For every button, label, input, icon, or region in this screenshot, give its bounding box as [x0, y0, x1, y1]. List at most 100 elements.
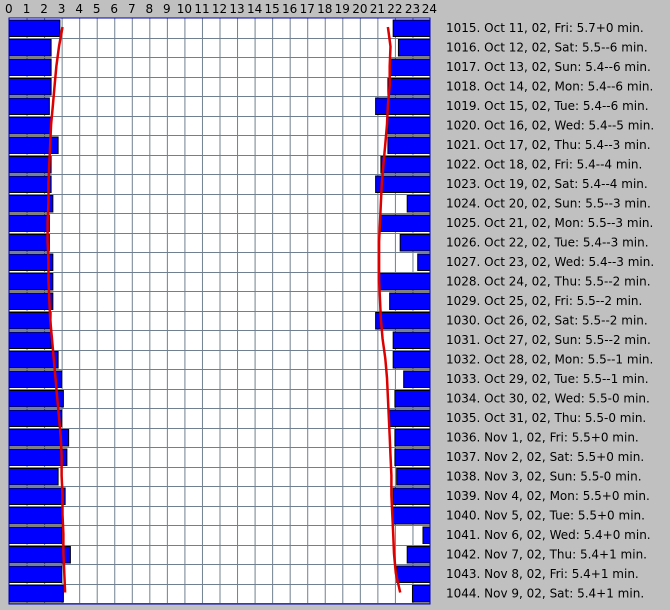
- row-label: 1044. Nov 9, 02, Sat: 5.4+1 min.: [446, 587, 644, 601]
- row-label: 1037. Nov 2, 02, Sat: 5.5+0 min.: [446, 450, 644, 464]
- x-tick-label: 9: [163, 2, 171, 16]
- sleep-bar-morning: [8, 156, 52, 174]
- x-tick-label: 21: [370, 2, 385, 16]
- row-label: 1035. Oct 31, 02, Thu: 5.5-0 min.: [446, 411, 646, 425]
- sleep-bar-evening: [387, 78, 431, 96]
- x-tick-label: 14: [247, 2, 262, 16]
- row-label: 1017. Oct 13, 02, Sun: 5.4--6 min.: [446, 60, 651, 74]
- sleep-bar-evening: [380, 214, 431, 232]
- sleep-bar-morning: [8, 448, 68, 466]
- sleep-bar-evening: [392, 507, 431, 525]
- plot-border: [8, 17, 431, 605]
- sleep-bar-morning: [8, 78, 52, 96]
- sleep-bar-morning: [8, 292, 54, 310]
- sleep-bar-morning: [8, 409, 63, 427]
- row-label: 1015. Oct 11, 02, Fri: 5.7+0 min.: [446, 21, 644, 35]
- sleep-bar-morning: [8, 351, 59, 369]
- row-label: 1019. Oct 15, 02, Tue: 5.4--6 min.: [446, 99, 649, 113]
- row-label: 1033. Oct 29, 02, Tue: 5.5--1 min.: [446, 372, 649, 386]
- trend-curves: [46, 26, 402, 593]
- sleep-bar-morning: [8, 234, 50, 252]
- row-label: 1024. Oct 20, 02, Sun: 5.5--3 min.: [446, 197, 651, 211]
- sleep-bar-evening: [378, 273, 431, 291]
- x-tick-label: 24: [422, 2, 437, 16]
- sleep-bar-evening: [406, 195, 431, 213]
- sleep-bar-morning: [8, 175, 52, 193]
- x-tick-label: 6: [110, 2, 118, 16]
- sleep-bar-morning: [8, 39, 52, 57]
- sleep-bar-morning: [8, 195, 54, 213]
- row-label: 1036. Nov 1, 02, Fri: 5.5+0 min.: [446, 431, 639, 445]
- x-tick-label: 4: [75, 2, 83, 16]
- row-label: 1026. Oct 22, 02, Tue: 5.4--3 min.: [446, 236, 649, 250]
- x-tick-label: 3: [58, 2, 66, 16]
- sleep-bar-morning: [8, 312, 52, 330]
- row-label: 1041. Nov 6, 02, Wed: 5.4+0 min.: [446, 528, 651, 542]
- sleep-bar-evening: [387, 136, 431, 154]
- sleep-bar-morning: [8, 526, 63, 544]
- sleep-bar-evening: [392, 331, 431, 349]
- sleep-bar-morning: [8, 273, 54, 291]
- sleep-bar-evening: [394, 448, 431, 466]
- sleep-bar-morning: [8, 507, 63, 525]
- sleep-bar-evening: [417, 253, 431, 271]
- x-tick-label: 23: [405, 2, 420, 16]
- x-tick-label: 13: [229, 2, 244, 16]
- sleep-bar-evening: [394, 390, 431, 408]
- row-label: 1022. Oct 18, 02, Fri: 5.4--4 min.: [446, 158, 642, 172]
- x-tick-label: 18: [317, 2, 332, 16]
- x-tick-label: 8: [146, 2, 154, 16]
- x-tick-label: 1: [23, 2, 31, 16]
- sleep-bar-morning: [8, 468, 59, 486]
- x-tick-label: 20: [352, 2, 367, 16]
- sleep-bar-morning: [8, 565, 63, 583]
- sleep-bar-evening: [422, 526, 431, 544]
- sleep-bar-evening: [380, 156, 431, 174]
- row-label: 1034. Oct 30, 02, Wed: 5.5-0 min.: [446, 392, 650, 406]
- row-label: 1028. Oct 24, 02, Thu: 5.5--2 min.: [446, 275, 651, 289]
- sleep-bar-morning: [8, 58, 52, 76]
- x-axis-tick-labels: 0 1 2 3 4 5 6 7 8 9 10 11 12 13 14 15 16 17 18 19 20 21 22 23 24: [5, 2, 437, 16]
- sleep-bar-evening: [396, 468, 431, 486]
- x-tick-label: 10: [177, 2, 192, 16]
- x-tick-label: 2: [40, 2, 48, 16]
- row-labels: 1015. Oct 11, 02, Fri: 5.7+0 min. 1016. O…: [446, 21, 654, 601]
- row-label: 1042. Nov 7, 02, Thu: 5.4+1 min.: [446, 548, 647, 562]
- sleep-bar-evening: [406, 546, 431, 564]
- sleep-bar-morning: [8, 370, 63, 388]
- x-tick-label: 7: [128, 2, 136, 16]
- x-tick-label: 16: [282, 2, 297, 16]
- sleep-bar-morning: [8, 97, 50, 115]
- sleep-bar-evening: [375, 312, 431, 330]
- row-label: 1021. Oct 17, 02, Thu: 5.4--3 min.: [446, 138, 651, 152]
- sleep-bar-morning: [8, 331, 52, 349]
- sleep-bar-morning: [8, 487, 66, 505]
- x-tick-label: 5: [93, 2, 101, 16]
- grid-lines: [9, 18, 430, 604]
- x-tick-label: 15: [264, 2, 279, 16]
- sleep-bar-evening: [389, 409, 431, 427]
- x-tick-label: 0: [5, 2, 13, 16]
- sleep-bar-evening: [392, 487, 431, 505]
- row-label: 1032. Oct 28, 02, Mon: 5.5--1 min.: [446, 353, 653, 367]
- sleep-bar-evening: [396, 565, 431, 583]
- sleep-onset-trend-curve: [377, 26, 402, 593]
- sleep-bar-evening: [389, 292, 431, 310]
- row-label: 1025. Oct 21, 02, Mon: 5.5--3 min.: [446, 216, 653, 230]
- x-tick-label: 19: [335, 2, 350, 16]
- x-tick-label: 22: [387, 2, 402, 16]
- x-tick-label: 12: [212, 2, 227, 16]
- x-tick-label: 17: [300, 2, 315, 16]
- sleep-bar-morning: [8, 214, 50, 232]
- sleep-bar-evening: [375, 175, 431, 193]
- row-label: 1038. Nov 3, 02, Sun: 5.5-0 min.: [446, 470, 642, 484]
- sleep-bar-evening: [387, 117, 431, 135]
- wake-trend-curve: [46, 26, 67, 593]
- row-label: 1020. Oct 16, 02, Wed: 5.4--5 min.: [446, 119, 654, 133]
- sleep-bar-morning: [8, 585, 64, 603]
- row-label: 1023. Oct 19, 02, Sat: 5.4--4 min.: [446, 177, 648, 191]
- sleep-bar-morning: [8, 546, 71, 564]
- x-tick-label: 11: [194, 2, 209, 16]
- sleep-bar-morning: [8, 390, 64, 408]
